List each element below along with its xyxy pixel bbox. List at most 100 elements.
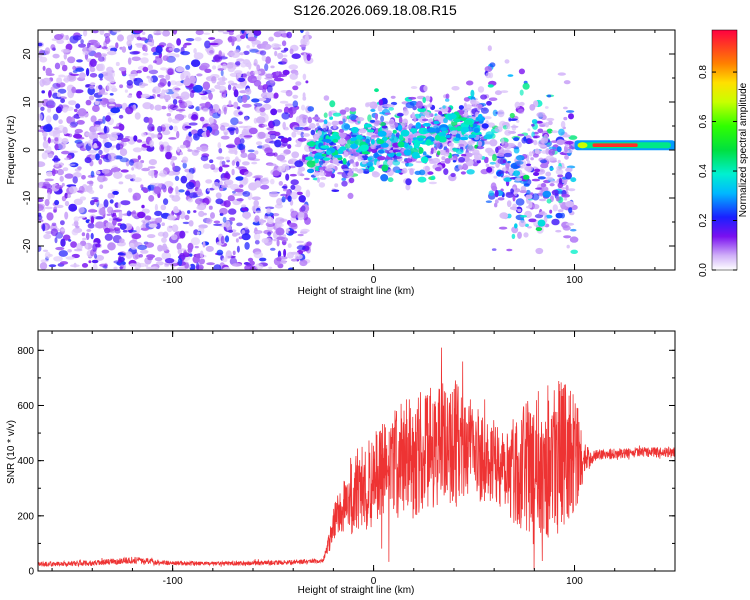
spectrogram-cell [38,245,42,252]
spectrogram-cell [515,155,525,161]
spectrogram-cell [78,207,85,214]
spectrogram-cell [44,178,54,182]
spectrogram-cell [240,35,246,39]
spectrogram-cell [523,232,529,238]
spectrogram-cell [381,125,388,129]
spectrogram-cell [497,152,506,157]
spectrogram-cell [341,168,351,171]
spectrogram-cell [129,51,140,55]
spectrogram-cell [92,263,98,270]
spectrogram-cell [254,150,259,155]
spectrogram-cell [433,120,440,125]
spectrogram-cell [93,52,102,58]
spectrogram-cell [161,123,171,128]
spectrogram-cell [333,154,343,158]
spectrogram-cell [159,170,168,178]
spectrogram-cell [512,194,516,202]
spectrogram-cell [119,84,124,89]
spectrogram-cell [267,163,277,167]
spectrogram-cell [99,263,108,267]
spectrogram-cell [142,188,149,193]
spectrogram-cell [176,242,182,251]
spectrogram-cell [305,31,310,36]
spectrogram-cell [281,57,288,65]
spectrogram-cell [83,30,88,37]
spectrogram-cell [64,173,74,179]
spectrogram-cell [302,133,310,137]
spectrogram-cell [287,144,292,149]
spectrogram-cell [211,76,217,84]
spectrogram-cell [113,266,118,270]
spectrogram-cell [126,79,133,86]
spectrogram-cell [454,137,460,142]
spectrogram-cell [184,262,189,269]
spectrogram-cell [270,247,276,251]
spectrogram-cell [562,134,571,138]
spectrogram-cell [153,186,162,195]
spectrogram-cell [91,30,99,34]
spectrogram-cell [74,168,81,172]
spectrogram-cell [79,72,86,79]
spectrogram-cell [214,104,219,113]
spectrogram-cell [455,148,464,155]
spectrogram-cell [285,126,289,130]
spectrogram-cell [339,109,347,115]
spectrogram-cell [46,171,53,177]
spectrogram-cell [226,62,234,69]
spectrogram-cell [144,242,155,248]
spectrogram-cell [505,161,510,168]
spectrogram-cell [273,238,278,242]
spectrogram-cell [487,84,494,88]
spectrogram-cell [358,128,367,134]
spectrogram-cell [81,263,89,268]
spectrogram-cell [64,211,69,220]
spectrogram-cell [193,48,197,54]
spectrogram-cell [301,104,306,111]
spectrogram-cell [90,82,96,86]
spectrogram-cell [118,256,125,262]
spectrogram-cell [237,121,243,125]
spectrogram-cell [422,122,431,127]
spectrogram-cell [227,80,234,85]
spectrogram-cell [219,180,223,186]
spectrogram-cell [281,163,290,172]
spectrogram-cell [256,116,266,124]
spectrogram-cell [489,161,496,165]
spectrogram-cell [484,141,493,145]
snr-marks [38,347,675,570]
spectrogram-cell [136,70,142,74]
spectrogram-cell [135,161,143,170]
y-tick-label: 800 [17,346,34,357]
spectrogram-cell [113,171,123,179]
spectrogram-cell [557,72,566,76]
spectrogram-cell [390,95,396,99]
snr-frame [37,330,676,572]
spectrogram-cell [536,112,546,118]
spectrogram-cell [176,130,180,139]
spectrogram-cell [535,247,544,255]
spectrogram-cell [565,171,572,180]
spectrogram-cell [161,89,166,96]
spectrogram-cell [283,47,289,52]
spectrogram-cell [73,216,80,222]
spectrogram-cell [234,70,243,75]
spectrogram-cell [253,251,263,259]
spectrogram-cell [269,79,275,84]
spectrogram-cell [557,159,561,164]
spectrogram-cell [282,121,287,130]
spectrogram-cell [262,43,272,50]
spectrogram-cell [98,56,105,62]
spectrogram-cell [218,85,227,92]
spectrogram-cell [182,221,190,225]
spectrogram-cell [56,77,63,84]
spectrogram-cell [165,98,169,103]
spectrogram-cell [438,136,447,143]
spectrogram-cell [61,137,69,145]
spectrogram-cell [445,98,450,102]
spectrogram-cell [268,36,274,42]
spectrogram-cell [329,100,336,108]
spectrogram-cell [378,99,383,106]
spectrogram-cell [99,184,104,189]
spectrogram-cell [415,122,422,129]
snr-panel: -100 0 100 0 200 400 600 800 Height of straigh… [6,330,676,596]
